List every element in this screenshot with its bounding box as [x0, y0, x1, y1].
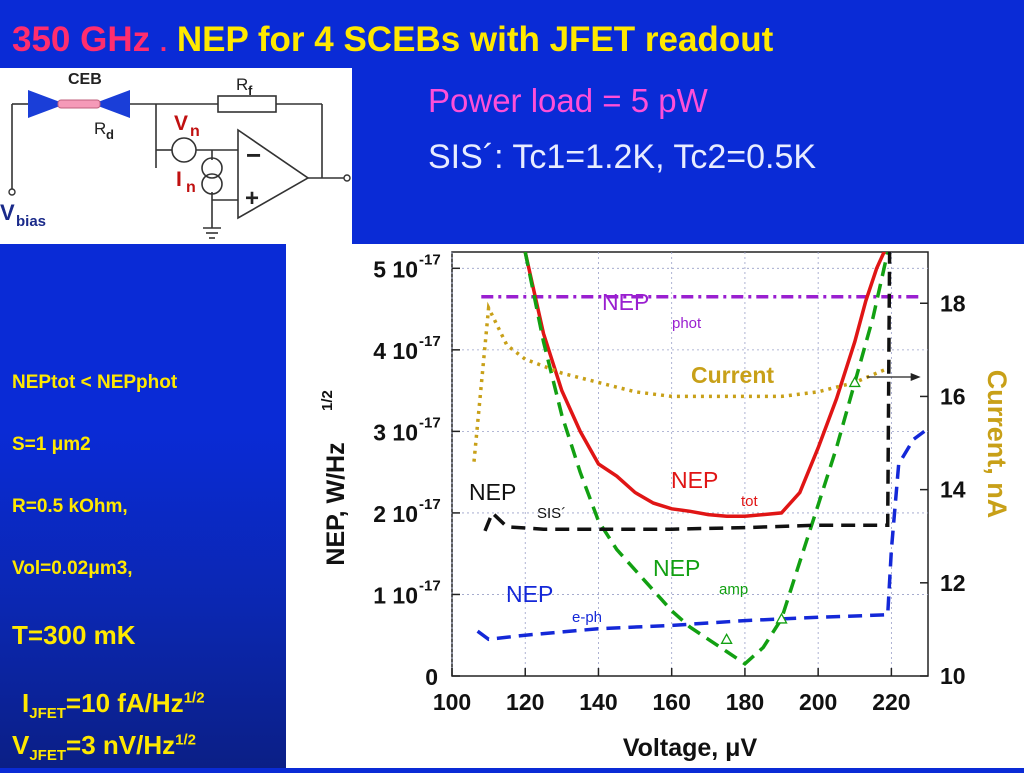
y-tick-label: 4 10 — [373, 338, 418, 364]
series-label: NEP — [653, 555, 700, 581]
current-annotation: Current — [691, 362, 774, 388]
y-tick-label: 5 10 — [373, 256, 418, 282]
vn-sub: n — [190, 123, 200, 140]
y-tick-label: 0 — [425, 664, 438, 690]
vbias-sub: bias — [16, 213, 46, 230]
series-label: NEP — [506, 581, 553, 607]
y-tick-label: 3 10 — [373, 419, 418, 445]
amp-marker — [720, 632, 733, 644]
opamp-minus: − — [246, 140, 261, 170]
series-label-sub: tot — [741, 493, 759, 510]
param-temperature: T=300 mK — [12, 620, 136, 650]
series-label: NEP — [602, 289, 649, 315]
series-label-sub: SIS´ — [537, 505, 566, 522]
amp-marker — [848, 376, 861, 388]
ceb-label: CEB — [68, 71, 102, 88]
rf-sub: f — [248, 83, 253, 98]
y-tick-label: 2 10 — [373, 501, 418, 527]
y2-tick-label: 18 — [940, 290, 966, 316]
x-axis-label: Voltage, μV — [623, 734, 758, 762]
y-axis-label: NEP, W/Hz — [322, 442, 350, 565]
current-arrow-head — [910, 373, 921, 381]
circuit-diagram: CEB R f R d V n I n − + V bias — [0, 68, 352, 244]
vn-label: V — [174, 112, 188, 135]
x-tick-label: 220 — [872, 689, 910, 715]
rf-label: R — [236, 75, 248, 94]
rd-label: R — [94, 119, 106, 138]
title-dot: . — [159, 27, 168, 57]
nep-chart: 100 120 140 160 180 200 220 0 1 10 -17 2 10 -17 3 10… — [286, 244, 1024, 768]
param-area: S=1 μm2 — [12, 434, 91, 455]
x-tick-label: 200 — [799, 689, 837, 715]
vbias-label: V — [0, 200, 15, 225]
series-group — [472, 252, 926, 667]
y-tick-exponent: -17 — [419, 496, 441, 513]
x-tick-label: 160 — [653, 689, 691, 715]
y-tick-label: 1 10 — [373, 582, 418, 608]
parameters-panel: NEPtot < NEPphot S=1 μm2 R=0.5 kOhm, Vol… — [0, 244, 286, 768]
series-label-sub: phot — [672, 315, 702, 332]
param-ijfet: IJFET=10 fA/Hz1/2 — [22, 688, 205, 723]
y2-axis-label-group: Current, nA — [982, 370, 1012, 519]
y2-axis-label: Current, nA — [982, 370, 1012, 519]
series-line-current — [472, 301, 889, 462]
y2-tick-label: 10 — [940, 663, 966, 689]
in-label: I — [176, 168, 182, 191]
opamp-plus: + — [245, 185, 259, 212]
series-line-e-ph — [476, 429, 926, 642]
y-tick-exponent: -17 — [419, 333, 441, 350]
power-load-label: Power load = 5 pW — [428, 82, 708, 119]
amp-marker — [775, 612, 788, 624]
series-label-sub: amp — [719, 581, 748, 598]
x-tick-label: 180 — [726, 689, 764, 715]
plot-frame — [451, 251, 929, 677]
title-frequency: 350 GHz — [12, 20, 151, 59]
param-resistance: R=0.5 kOhm, — [12, 496, 128, 517]
x-tick-label: 140 — [579, 689, 617, 715]
series-label: NEP — [671, 467, 718, 493]
title-main: NEP for 4 SCEBs with JFET readout — [176, 20, 774, 59]
y-tick-exponent: -17 — [419, 577, 441, 594]
y2-tick-label: 12 — [940, 570, 966, 596]
y-axis-label-exponent: 1/2 — [319, 390, 336, 411]
param-vjfet: VJFET=3 nV/Hz1/2 — [12, 730, 196, 765]
sis-params-label: SIS´: Tc1=1.2K, Tc2=0.5K — [428, 138, 817, 176]
labels-group: Voltage, μV NEP, W/Hz 1/2 Current, nA NEP pho… — [319, 289, 1012, 762]
param-volume: Vol=0.02μm3, — [12, 558, 133, 579]
x-tick-label: 100 — [433, 689, 471, 715]
y2-tick-label: 16 — [940, 383, 966, 409]
series-label: NEP — [469, 479, 516, 505]
series-line-amp — [523, 252, 890, 667]
rd-sub: d — [106, 127, 114, 142]
series-label-sub: e-ph — [572, 609, 602, 626]
in-sub: n — [186, 179, 196, 196]
x-tick-label: 120 — [506, 689, 544, 715]
series-line-tot — [523, 252, 888, 518]
y2-tick-label: 14 — [940, 477, 966, 503]
slide-title: 350 GHz . NEP for 4 SCEBs with JFET read… — [12, 20, 773, 60]
y-axis-label-group: NEP, W/Hz 1/2 — [319, 390, 350, 565]
param-nep-comparison: NEPtot < NEPphot — [12, 372, 178, 393]
series-line-sis- — [483, 252, 892, 532]
y-tick-exponent: -17 — [419, 414, 441, 431]
y-tick-exponent: -17 — [419, 251, 441, 268]
